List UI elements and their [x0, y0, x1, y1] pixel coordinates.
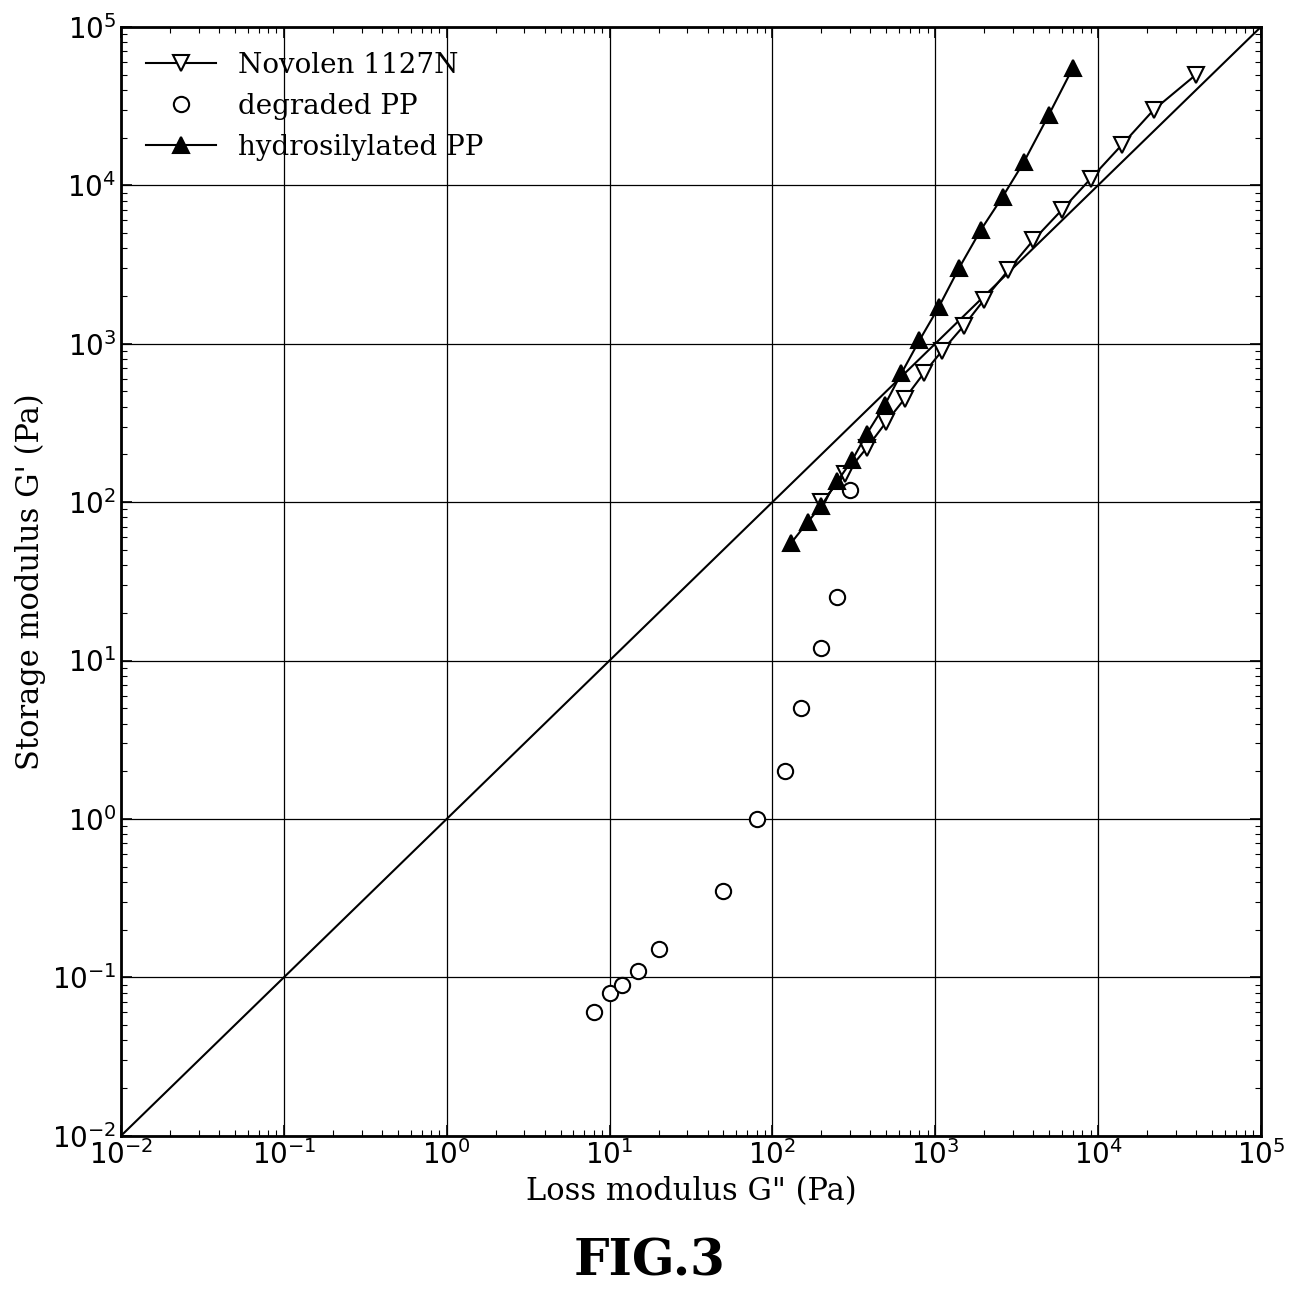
degraded PP [615, 976, 630, 992]
degraded PP [715, 883, 731, 898]
degraded PP [814, 640, 829, 655]
Novolen 1127N [1000, 263, 1015, 278]
X-axis label: Loss modulus G" (Pa): Loss modulus G" (Pa) [525, 1176, 857, 1206]
Text: FIG.3: FIG.3 [575, 1238, 725, 1287]
Line: hydrosilylated PP: hydrosilylated PP [784, 60, 1080, 551]
hydrosilylated PP [878, 398, 893, 413]
degraded PP [586, 1005, 602, 1020]
hydrosilylated PP [952, 260, 967, 276]
Novolen 1127N [897, 391, 913, 407]
Novolen 1127N [859, 441, 875, 456]
hydrosilylated PP [783, 536, 798, 551]
degraded PP [829, 590, 845, 606]
hydrosilylated PP [911, 333, 927, 348]
degraded PP [793, 701, 809, 716]
Novolen 1127N [956, 318, 971, 334]
Novolen 1127N [814, 494, 829, 510]
Novolen 1127N [879, 415, 894, 430]
hydrosilylated PP [931, 299, 946, 315]
hydrosilylated PP [814, 498, 829, 514]
hydrosilylated PP [1041, 107, 1057, 122]
Legend: Novolen 1127N, degraded PP, hydrosilylated PP: Novolen 1127N, degraded PP, hydrosilylat… [135, 40, 494, 172]
Novolen 1127N [1147, 101, 1162, 117]
hydrosilylated PP [994, 188, 1010, 204]
Line: Novolen 1127N: Novolen 1127N [814, 68, 1204, 510]
Novolen 1127N [1114, 136, 1130, 152]
Novolen 1127N [935, 343, 950, 359]
hydrosilylated PP [800, 514, 815, 529]
degraded PP [842, 482, 858, 498]
hydrosilylated PP [859, 426, 875, 442]
hydrosilylated PP [845, 452, 861, 468]
Novolen 1127N [916, 365, 932, 381]
Y-axis label: Storage modulus G' (Pa): Storage modulus G' (Pa) [16, 393, 47, 770]
hydrosilylated PP [829, 473, 845, 489]
hydrosilylated PP [972, 222, 988, 238]
Novolen 1127N [1188, 66, 1204, 82]
Novolen 1127N [837, 467, 853, 482]
Novolen 1127N [1026, 233, 1041, 248]
Novolen 1127N [976, 291, 992, 307]
degraded PP [749, 811, 764, 827]
Novolen 1127N [1054, 202, 1070, 217]
hydrosilylated PP [1065, 60, 1080, 75]
hydrosilylated PP [893, 365, 909, 381]
Line: degraded PP: degraded PP [586, 482, 858, 1020]
degraded PP [777, 763, 793, 779]
degraded PP [602, 985, 617, 1001]
degraded PP [630, 963, 646, 979]
degraded PP [651, 941, 667, 957]
Novolen 1127N [1083, 172, 1098, 187]
hydrosilylated PP [1017, 155, 1032, 170]
